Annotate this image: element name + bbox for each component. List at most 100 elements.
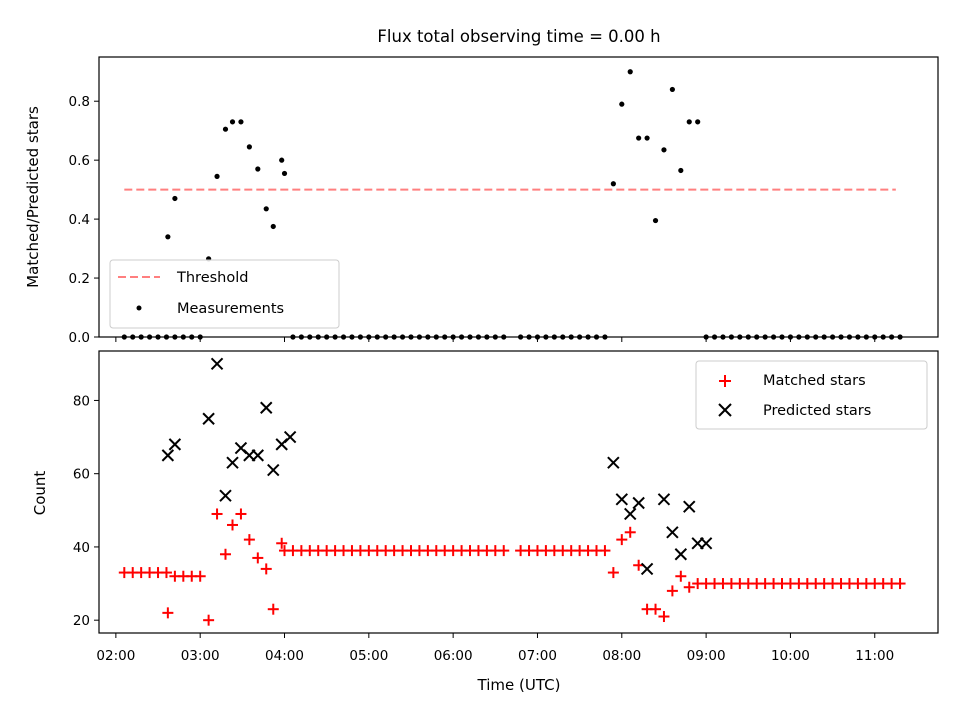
predicted-star-point — [674, 548, 688, 561]
predicted-star-point — [683, 500, 696, 513]
matched-star-point — [607, 567, 619, 579]
predicted-star-point — [168, 438, 182, 451]
x-tick-label: 07:00 — [518, 648, 557, 664]
bottom-legend: Matched stars Predicted stars — [695, 360, 928, 430]
measurement-point — [172, 195, 178, 202]
measurement-point — [669, 86, 675, 93]
predicted-star-point — [624, 507, 637, 521]
top-y-ticks: 0.0 0.2 0.4 0.6 0.8 — [69, 94, 99, 346]
bottom-y-tick-label: 40 — [73, 540, 90, 556]
x-tick-label: 11:00 — [855, 648, 894, 664]
matched-star-point — [252, 552, 264, 564]
top-y-tick-label: 0.6 — [69, 153, 90, 169]
matched-star-point — [624, 526, 636, 538]
x-axis-label: Time (UTC) — [477, 676, 561, 694]
measurement-point — [165, 234, 171, 240]
legend-measurements-label: Measurements — [177, 301, 284, 317]
matched-star-point — [260, 563, 272, 575]
matched-star-point — [227, 519, 239, 531]
x-tick-label: 03:00 — [181, 648, 220, 664]
matched-star-point — [616, 534, 628, 546]
matched-star-point — [276, 537, 288, 549]
bottom-legend-box — [695, 360, 928, 430]
matched-star-point — [675, 570, 687, 582]
bottom-y-tick-label: 80 — [73, 393, 90, 409]
predicted-star-point — [251, 449, 265, 462]
legend-threshold-label: Threshold — [176, 270, 248, 286]
top-y-tick-label: 0.8 — [69, 94, 90, 110]
measurement-point — [246, 144, 252, 150]
predicted-star-point — [283, 430, 297, 444]
matched-star-point — [267, 603, 279, 615]
bottom-y-axis-label: Count — [31, 471, 49, 516]
top-axes-frame — [98, 56, 939, 338]
predicted-star-point — [699, 537, 713, 550]
predicted-star-point — [210, 357, 224, 371]
measurement-point — [619, 101, 625, 107]
measurement-point — [238, 119, 244, 125]
matched-star-point — [599, 545, 611, 557]
matched-star-point — [658, 611, 670, 623]
measurement-point — [270, 223, 276, 230]
predicted-star-point — [202, 412, 215, 425]
top-panel: 0.00.20.40.60.8 Matched/Predicted stars … — [24, 56, 939, 346]
top-y-tick-label: 0.0 — [69, 330, 90, 346]
bottom-y-tick-label: 20 — [73, 613, 90, 629]
matched-star-point — [203, 614, 215, 626]
measurement-point — [255, 166, 261, 172]
predicted-star-point — [666, 526, 679, 539]
predicted-star-point — [267, 463, 280, 477]
top-y-tick-label: 0.4 — [69, 212, 90, 228]
measurement-point — [644, 135, 650, 141]
measurement-point — [661, 147, 667, 153]
measurement-point — [686, 119, 692, 125]
matched-star-point — [666, 585, 678, 597]
measurement-point — [222, 126, 229, 132]
matched-legend-swatch — [719, 375, 731, 387]
matched-star-point — [162, 607, 174, 619]
bottom-y-ticks: 20 40 60 80 — [73, 393, 99, 629]
measurements-legend-swatch — [136, 305, 142, 311]
x-tick-label: 05:00 — [349, 648, 388, 664]
predicted-star-point — [615, 493, 629, 506]
top-y-axis-label: Matched/Predicted stars — [24, 106, 42, 288]
predicted-star-point — [260, 401, 273, 414]
x-tick-label: 04:00 — [265, 648, 304, 664]
top-y-tick-label: 0.2 — [69, 271, 90, 287]
x-tick-label: 06:00 — [434, 648, 473, 664]
measurement-point — [652, 217, 659, 224]
matched-star-point — [894, 578, 906, 590]
bottom-axes-frame — [98, 350, 939, 634]
predicted-legend-swatch — [718, 403, 732, 417]
predicted-star-point — [640, 562, 654, 576]
predicted-star-point — [607, 456, 620, 469]
predicted-star-point — [226, 456, 239, 469]
measurement-point — [678, 167, 684, 174]
x-tick-label: 02:00 — [96, 648, 135, 664]
measurement-point — [229, 119, 236, 125]
predicted-star-point — [632, 496, 645, 510]
bottom-plot-area — [118, 357, 906, 626]
matched-star-point — [160, 567, 172, 579]
measurement-point — [610, 181, 616, 187]
matched-star-point — [498, 545, 510, 557]
bottom-y-tick-label: 60 — [73, 467, 90, 483]
x-tick-label: 08:00 — [602, 648, 641, 664]
top-legend: Threshold Measurements — [109, 259, 340, 329]
predicted-star-point — [161, 449, 175, 462]
matched-star-point — [683, 581, 695, 593]
matched-star-point — [194, 570, 206, 582]
measurement-point — [281, 170, 288, 177]
measurement-point — [263, 206, 269, 212]
measurement-point — [636, 135, 642, 141]
matched-star-point — [243, 534, 255, 546]
chart-title: Flux total observing time = 0.00 h — [377, 27, 660, 46]
top-legend-box — [109, 259, 340, 329]
matched-star-point — [211, 508, 223, 520]
measurement-point — [627, 69, 633, 75]
top-x-ticks — [115, 337, 876, 342]
measurement-point — [695, 119, 701, 125]
x-tick-label: 10:00 — [771, 648, 810, 664]
legend-matched-label: Matched stars — [763, 373, 866, 389]
